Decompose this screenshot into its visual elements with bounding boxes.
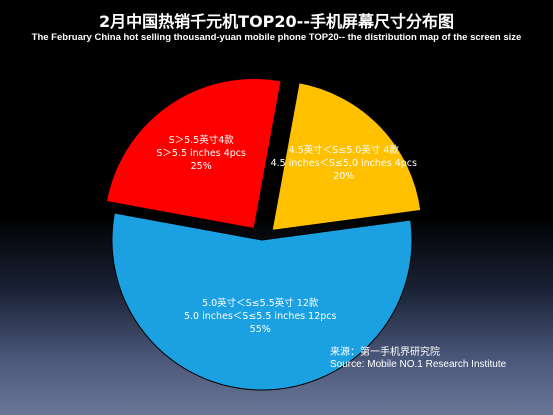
slice-percent-label-s-5-5-inches-4pcs: 25% <box>191 161 212 172</box>
slice-label-cn-4-5-inches-s-5-0-inches-4pcs: 4.5英寸＜S≤5.0英寸 4款 <box>289 144 400 156</box>
pie-slice-5-0-inches-s-5-5-inches-12pcs <box>111 212 413 391</box>
slice-percent-label-4-5-inches-s-5-0-inches-4pcs: 20% <box>333 171 354 182</box>
chart-subtitle: The February China hot selling thousand-… <box>31 32 522 43</box>
slice-label-cn-5-0-inches-s-5-5-inches-12pcs: 5.0英寸＜S≤5.5英寸 12款 <box>202 297 319 309</box>
slice-label-cn-s-5-5-inches-4pcs: S＞5.5英寸4款 <box>169 134 235 146</box>
source-line-cn: 来源：第一手机界研究院 <box>330 347 440 358</box>
pie-slice-4-5-inches-s-5-0-inches-4pcs <box>271 82 422 231</box>
pie-slice-s-5-5-inches-4pcs <box>105 78 282 230</box>
source-line-en: Source: Mobile NO.1 Research Institute <box>330 359 507 370</box>
source-note: 来源：第一手机界研究院 Source: Mobile NO.1 Research… <box>330 347 506 371</box>
chart-title: 2月中国热销千元机TOP20--手机屏幕尺寸分布图 <box>99 12 454 31</box>
slice-label-en-4-5-inches-s-5-0-inches-4pcs: 4.5 inches＜S≤5.0 inches 4pcs <box>271 158 417 169</box>
slice-label-en-5-0-inches-s-5-5-inches-12pcs: 5.0 inches＜S≤5.5 inches 12pcs <box>184 311 337 322</box>
slice-percent-label-5-0-inches-s-5-5-inches-12pcs: 55% <box>250 324 271 335</box>
slice-label-en-s-5-5-inches-4pcs: S＞5.5 inches 4pcs <box>156 148 246 159</box>
